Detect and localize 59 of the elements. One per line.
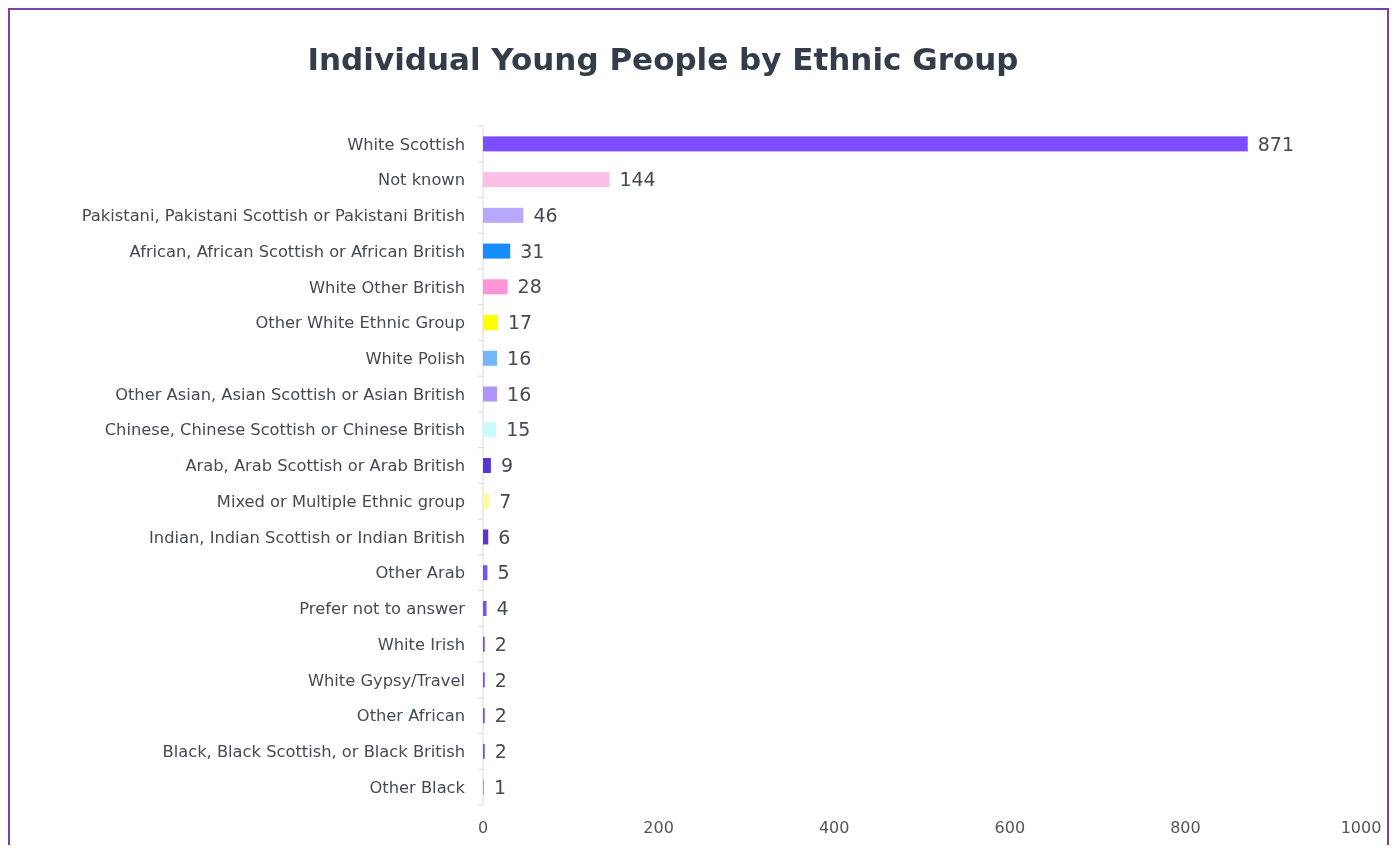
y-tick-label: Mixed or Multiple Ethnic group (216, 491, 465, 511)
data-label: 9 (500, 454, 513, 477)
y-tick-label: Other African (356, 706, 465, 726)
data-label: 17 (507, 311, 533, 334)
bar (483, 600, 487, 616)
bar (483, 350, 498, 366)
x-tick-label: 1000 (1340, 818, 1382, 837)
data-label: 1 (493, 775, 506, 798)
x-tick-label: 600 (994, 818, 1026, 837)
y-tick-label: Other White Ethnic Group (255, 313, 465, 333)
x-tick-label: 0 (477, 818, 489, 837)
y-tick-label: Black, Black Scottish, or Black British (162, 742, 465, 762)
bar (483, 279, 508, 295)
y-tick-label: Pakistani, Pakistani Scottish or Pakistani British (81, 206, 465, 226)
bar (483, 315, 498, 331)
data-label: 2 (494, 704, 507, 727)
bar (483, 172, 610, 188)
y-tick-label: Not known (377, 170, 465, 190)
bar (483, 207, 524, 223)
bar (483, 529, 489, 545)
data-label: 15 (506, 418, 531, 441)
y-tick-label: Prefer not to answer (299, 599, 466, 619)
y-tick-label: Other Arab (375, 563, 465, 583)
data-label: 4 (496, 597, 509, 620)
y-tick-label: White Gypsy/Travel (307, 670, 465, 690)
y-tick-label: White Other British (308, 277, 465, 297)
chart-title: Individual Young People by Ethnic Group (307, 41, 1019, 77)
data-label: 6 (498, 525, 511, 548)
bar (483, 458, 491, 473)
data-label: 2 (494, 740, 507, 763)
bar (483, 422, 497, 438)
data-label: 31 (520, 239, 545, 262)
y-tick-label: Other Black (369, 777, 466, 797)
y-tick-label: Other Asian, Asian Scottish or Asian British (115, 384, 465, 404)
data-label: 5 (497, 561, 510, 584)
data-label: 871 (1257, 132, 1294, 155)
data-label: 2 (494, 632, 507, 655)
data-label: 16 (507, 382, 532, 405)
y-tick-label: Indian, Indian Scottish or Indian British (149, 527, 465, 547)
data-label: 144 (619, 168, 656, 191)
data-label: 28 (517, 275, 542, 298)
y-tick-label: Chinese, Chinese Scottish or Chinese British (104, 420, 465, 440)
y-tick-label: Arab, Arab Scottish or Arab British (185, 456, 465, 476)
x-tick-label: 400 (818, 818, 850, 837)
y-tick-label: White Scottish (347, 134, 465, 154)
x-tick-label: 200 (643, 818, 674, 837)
y-tick-label: White Irish (377, 634, 465, 654)
data-label: 7 (499, 489, 512, 512)
data-label: 46 (533, 203, 558, 226)
bar (483, 136, 1248, 152)
bar (483, 493, 490, 509)
bar (483, 565, 488, 581)
x-tick-label: 800 (1170, 818, 1201, 837)
bar (483, 243, 511, 259)
data-label: 2 (494, 668, 507, 691)
bar (483, 386, 498, 402)
data-label: 16 (507, 346, 532, 369)
y-tick-label: African, African Scottish or African British (129, 241, 465, 261)
y-tick-label: White Polish (365, 348, 465, 368)
